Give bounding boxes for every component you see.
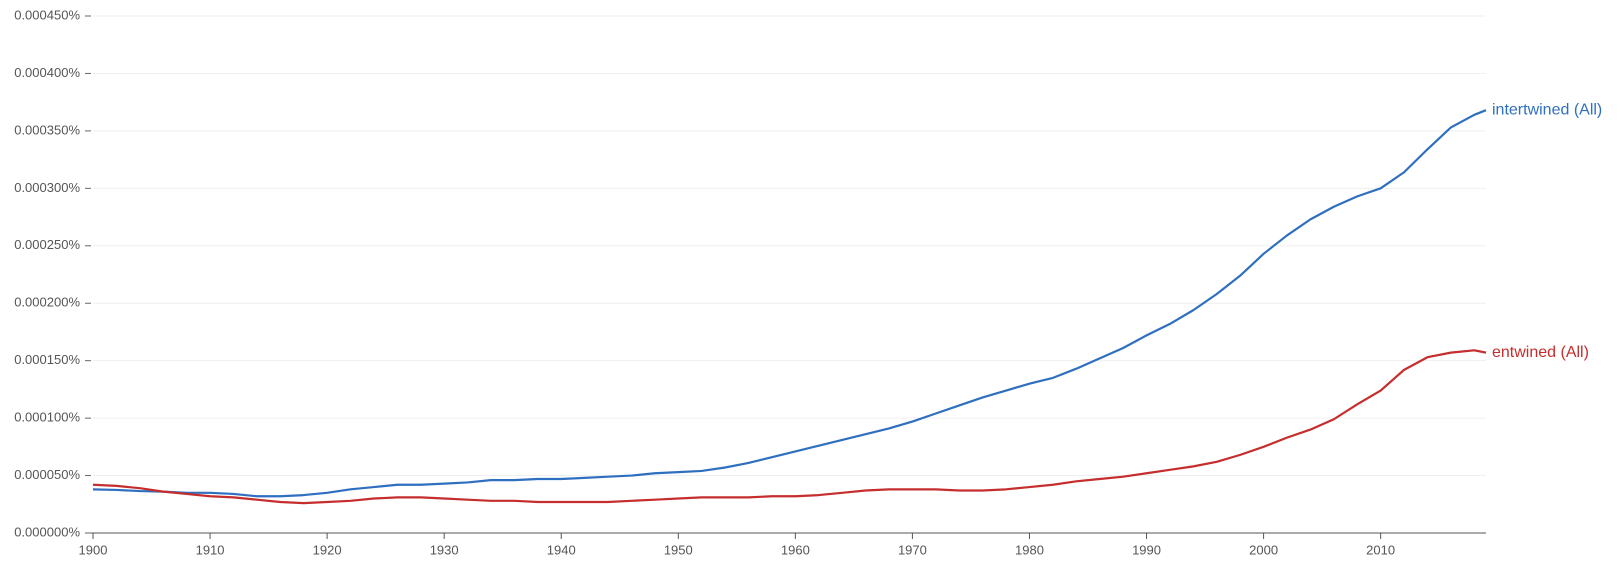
- series-line: [92, 349, 1487, 505]
- y-tick-label: 0.000300%: [14, 180, 80, 195]
- x-tick-label: 1950: [664, 542, 693, 557]
- y-tick-label: 0.000000%: [14, 524, 80, 539]
- x-tick-label: 1970: [898, 542, 927, 557]
- y-tick-label: 0.000050%: [14, 467, 80, 482]
- series-label: intertwined (All): [1492, 101, 1602, 118]
- y-tick-label: 0.000200%: [14, 295, 80, 310]
- x-tick-label: 1930: [430, 542, 459, 557]
- x-tick-label: 2000: [1249, 542, 1278, 557]
- x-tick-label: 1960: [781, 542, 810, 557]
- series-label: entwined (All): [1492, 344, 1589, 361]
- y-tick-label: 0.000150%: [14, 352, 80, 367]
- x-tick-label: 1980: [1015, 542, 1044, 557]
- y-tick-label: 0.000450%: [14, 7, 80, 22]
- x-tick-label: 1900: [79, 542, 108, 557]
- y-tick-label: 0.000400%: [14, 65, 80, 80]
- y-tick-label: 0.000250%: [14, 237, 80, 252]
- x-tick-label: 1990: [1132, 542, 1161, 557]
- series-line: [92, 109, 1487, 498]
- y-tick-label: 0.000350%: [14, 122, 80, 137]
- y-tick-label: 0.000100%: [14, 410, 80, 425]
- x-tick-label: 1940: [547, 542, 576, 557]
- x-tick-label: 2010: [1366, 542, 1395, 557]
- x-tick-label: 1910: [196, 542, 225, 557]
- x-tick-label: 1920: [313, 542, 342, 557]
